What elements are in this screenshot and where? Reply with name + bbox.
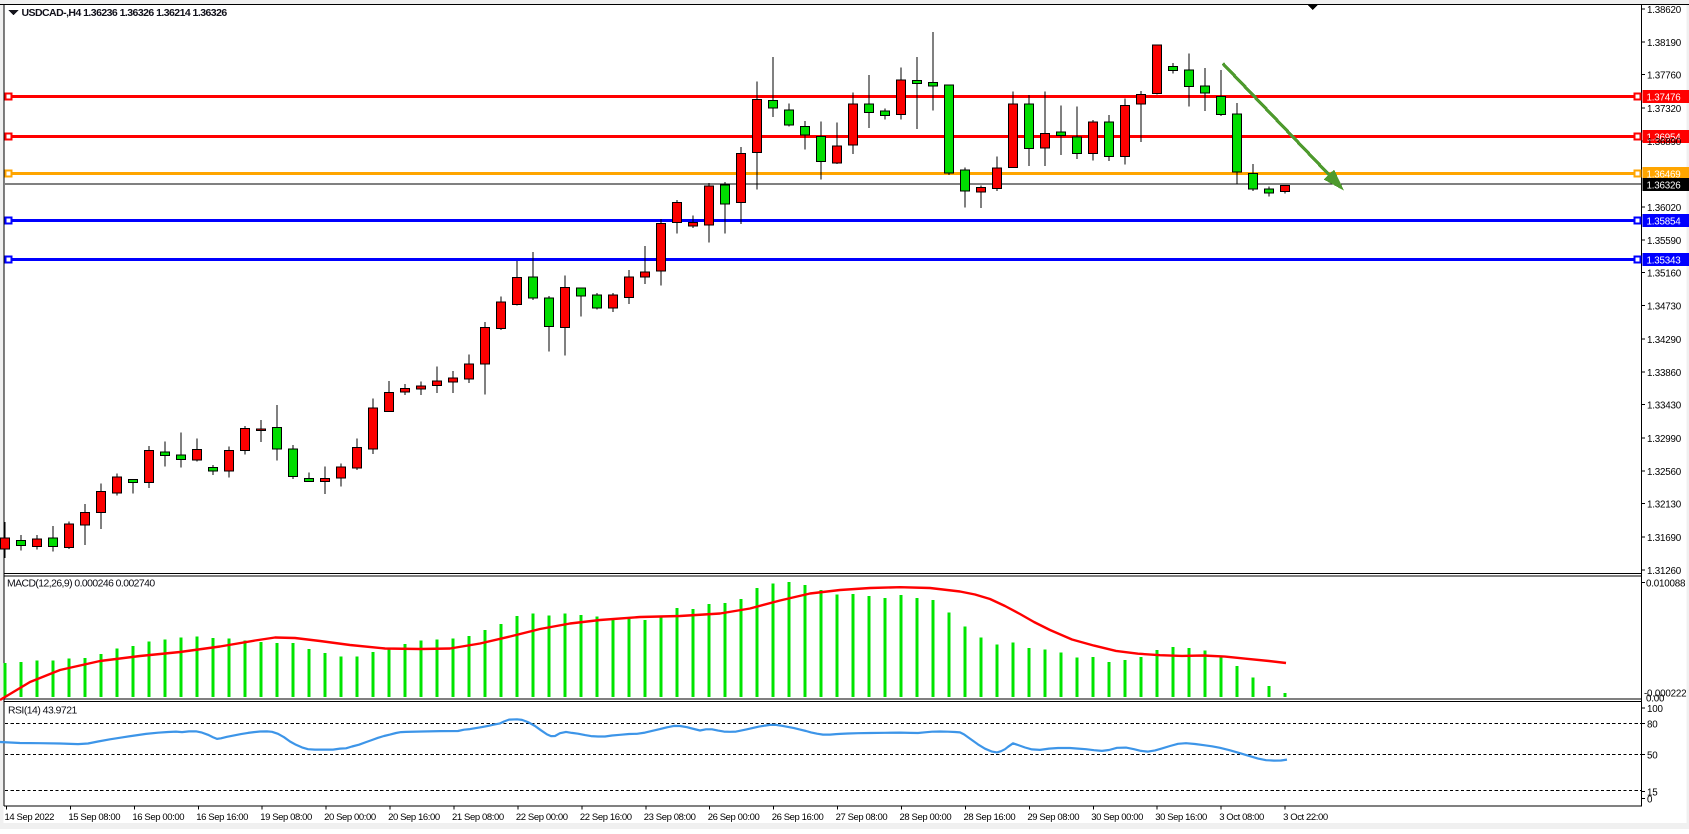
svg-text:28 Sep 16:00: 28 Sep 16:00 xyxy=(964,812,1016,823)
svg-text:3 Oct 08:00: 3 Oct 08:00 xyxy=(1219,812,1264,823)
svg-text:14 Sep 2022: 14 Sep 2022 xyxy=(5,812,55,823)
svg-text:1.35590: 1.35590 xyxy=(1647,236,1682,247)
svg-text:0.010088: 0.010088 xyxy=(1646,579,1686,590)
svg-text:26 Sep 00:00: 26 Sep 00:00 xyxy=(708,812,760,823)
svg-text:16 Sep 16:00: 16 Sep 16:00 xyxy=(196,812,248,823)
svg-text:28 Sep 00:00: 28 Sep 00:00 xyxy=(900,812,952,823)
svg-text:1.34290: 1.34290 xyxy=(1647,335,1682,346)
svg-text:1.32990: 1.32990 xyxy=(1647,434,1682,445)
svg-text:19 Sep 08:00: 19 Sep 08:00 xyxy=(260,812,312,823)
svg-text:1.37476: 1.37476 xyxy=(1647,93,1682,104)
svg-text:1.36890: 1.36890 xyxy=(1647,137,1682,148)
svg-text:0.00: 0.00 xyxy=(1646,693,1665,704)
svg-text:22 Sep 16:00: 22 Sep 16:00 xyxy=(580,812,632,823)
svg-text:15 Sep 08:00: 15 Sep 08:00 xyxy=(68,812,120,823)
svg-text:1.35854: 1.35854 xyxy=(1647,217,1682,228)
svg-text:1.34730: 1.34730 xyxy=(1647,302,1682,313)
svg-text:RSI(14) 43.9721: RSI(14) 43.9721 xyxy=(8,706,77,717)
svg-text:1.31260: 1.31260 xyxy=(1647,566,1682,577)
svg-text:1.32130: 1.32130 xyxy=(1647,500,1682,511)
svg-text:50: 50 xyxy=(1647,751,1658,762)
svg-text:26 Sep 16:00: 26 Sep 16:00 xyxy=(772,812,824,823)
svg-text:USDCAD-,H4 1.36236 1.36326 1.: USDCAD-,H4 1.36236 1.36326 1.36214 1.363… xyxy=(22,7,228,19)
svg-text:1.36326: 1.36326 xyxy=(1647,181,1682,192)
svg-text:1.32560: 1.32560 xyxy=(1647,467,1682,478)
svg-text:29 Sep 08:00: 29 Sep 08:00 xyxy=(1027,812,1079,823)
svg-text:80: 80 xyxy=(1647,720,1658,731)
svg-text:1.37760: 1.37760 xyxy=(1647,71,1682,82)
svg-text:1.38190: 1.38190 xyxy=(1647,38,1682,49)
svg-text:1.31690: 1.31690 xyxy=(1647,533,1682,544)
svg-text:0: 0 xyxy=(1647,795,1653,806)
svg-text:23 Sep 08:00: 23 Sep 08:00 xyxy=(644,812,696,823)
svg-text:20 Sep 00:00: 20 Sep 00:00 xyxy=(324,812,376,823)
svg-text:1.33860: 1.33860 xyxy=(1647,368,1682,379)
svg-text:1.37320: 1.37320 xyxy=(1647,104,1682,115)
svg-text:16 Sep 00:00: 16 Sep 00:00 xyxy=(132,812,184,823)
svg-text:21 Sep 08:00: 21 Sep 08:00 xyxy=(452,812,504,823)
svg-text:1.38620: 1.38620 xyxy=(1647,5,1682,16)
svg-text:30 Sep 00:00: 30 Sep 00:00 xyxy=(1091,812,1143,823)
svg-text:1.33430: 1.33430 xyxy=(1647,401,1682,412)
svg-text:20 Sep 16:00: 20 Sep 16:00 xyxy=(388,812,440,823)
svg-text:1.35160: 1.35160 xyxy=(1647,269,1682,280)
svg-text:3 Oct 22:00: 3 Oct 22:00 xyxy=(1283,812,1328,823)
svg-text:27 Sep 08:00: 27 Sep 08:00 xyxy=(836,812,888,823)
svg-text:MACD(12,26,9) 0.000246 0.00274: MACD(12,26,9) 0.000246 0.002740 xyxy=(7,579,155,590)
svg-text:22 Sep 00:00: 22 Sep 00:00 xyxy=(516,812,568,823)
svg-text:100: 100 xyxy=(1647,704,1663,715)
svg-text:1.35343: 1.35343 xyxy=(1647,256,1682,267)
svg-text:30 Sep 16:00: 30 Sep 16:00 xyxy=(1155,812,1207,823)
svg-text:1.36020: 1.36020 xyxy=(1647,203,1682,214)
